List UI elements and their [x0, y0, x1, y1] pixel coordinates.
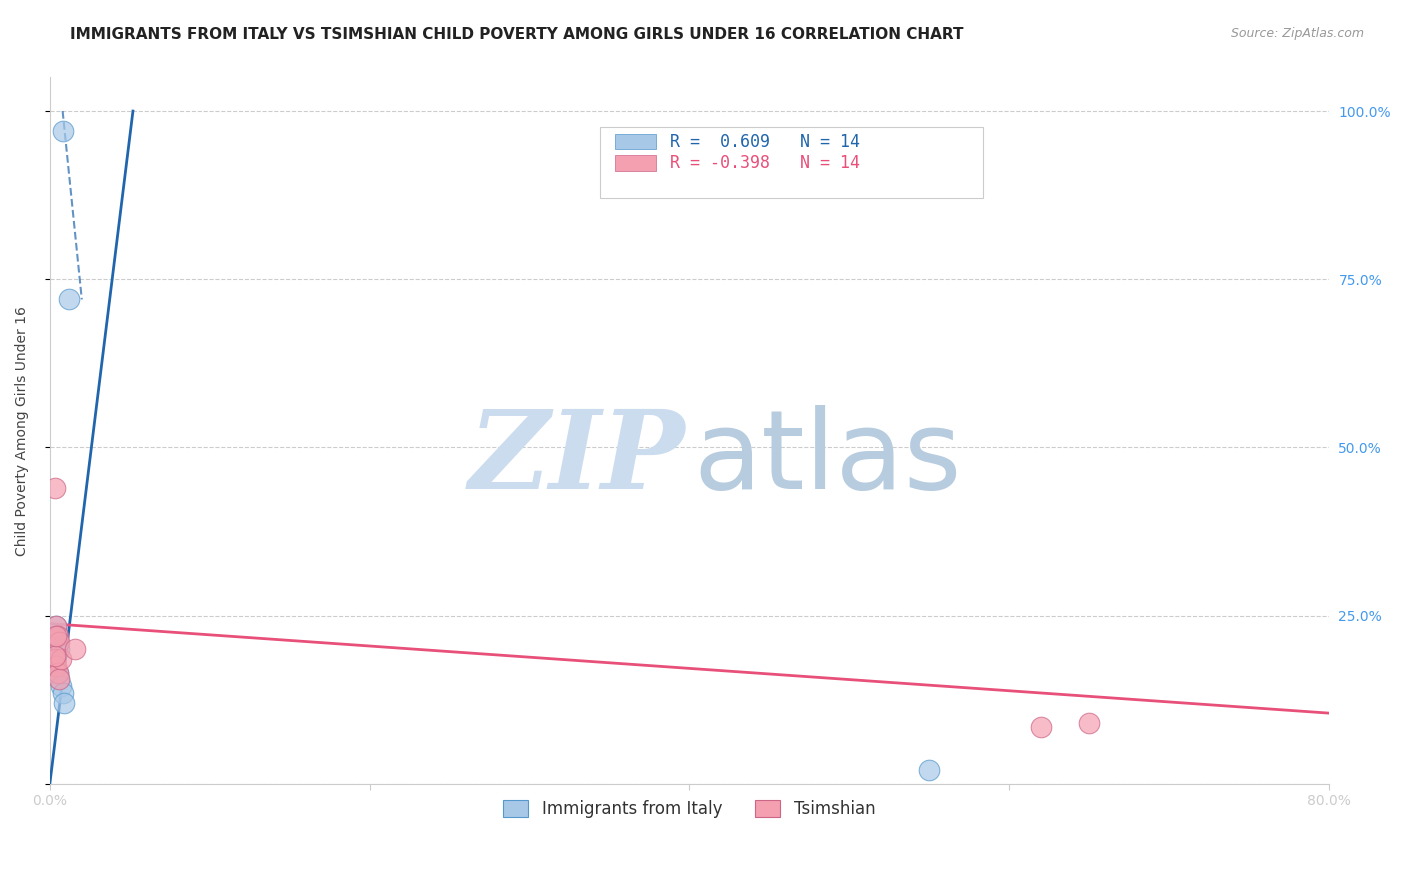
Text: R =  0.609   N = 14: R = 0.609 N = 14 [671, 133, 860, 151]
Text: atlas: atlas [693, 405, 962, 512]
Point [45, 618, 67, 632]
FancyBboxPatch shape [600, 127, 983, 197]
Point [48, 673, 70, 687]
Point [44, 659, 66, 673]
Point [1029, 720, 1052, 734]
Point [44, 652, 66, 666]
Point [46, 629, 69, 643]
Point [52, 686, 75, 700]
Point [46, 665, 69, 680]
Point [48, 635, 70, 649]
Point [48, 673, 70, 687]
Text: IMMIGRANTS FROM ITALY VS TSIMSHIAN CHILD POVERTY AMONG GIRLS UNDER 16 CORRELATIO: IMMIGRANTS FROM ITALY VS TSIMSHIAN CHILD… [70, 27, 963, 42]
Point [49, 652, 72, 666]
Point [45, 618, 67, 632]
Point [44, 648, 66, 663]
Point [53, 696, 76, 710]
Point [44, 481, 66, 495]
Point [52, 124, 75, 138]
Point [45, 629, 67, 643]
Text: ZIP: ZIP [468, 405, 685, 513]
Bar [614, 155, 657, 170]
Bar [614, 134, 657, 150]
Point [46, 665, 69, 680]
Text: Source: ZipAtlas.com: Source: ZipAtlas.com [1230, 27, 1364, 40]
Point [1077, 716, 1099, 731]
Legend: Immigrants from Italy, Tsimshian: Immigrants from Italy, Tsimshian [496, 793, 882, 825]
Point [44, 629, 66, 643]
Text: R = -0.398   N = 14: R = -0.398 N = 14 [671, 154, 860, 172]
Y-axis label: Child Poverty Among Girls Under 16: Child Poverty Among Girls Under 16 [15, 306, 30, 556]
Point [46, 635, 69, 649]
Point [45, 659, 67, 673]
Point [58, 293, 80, 307]
Point [65, 642, 87, 657]
Point [49, 679, 72, 693]
Point [918, 764, 941, 778]
Point [48, 642, 70, 657]
Point [45, 662, 67, 676]
